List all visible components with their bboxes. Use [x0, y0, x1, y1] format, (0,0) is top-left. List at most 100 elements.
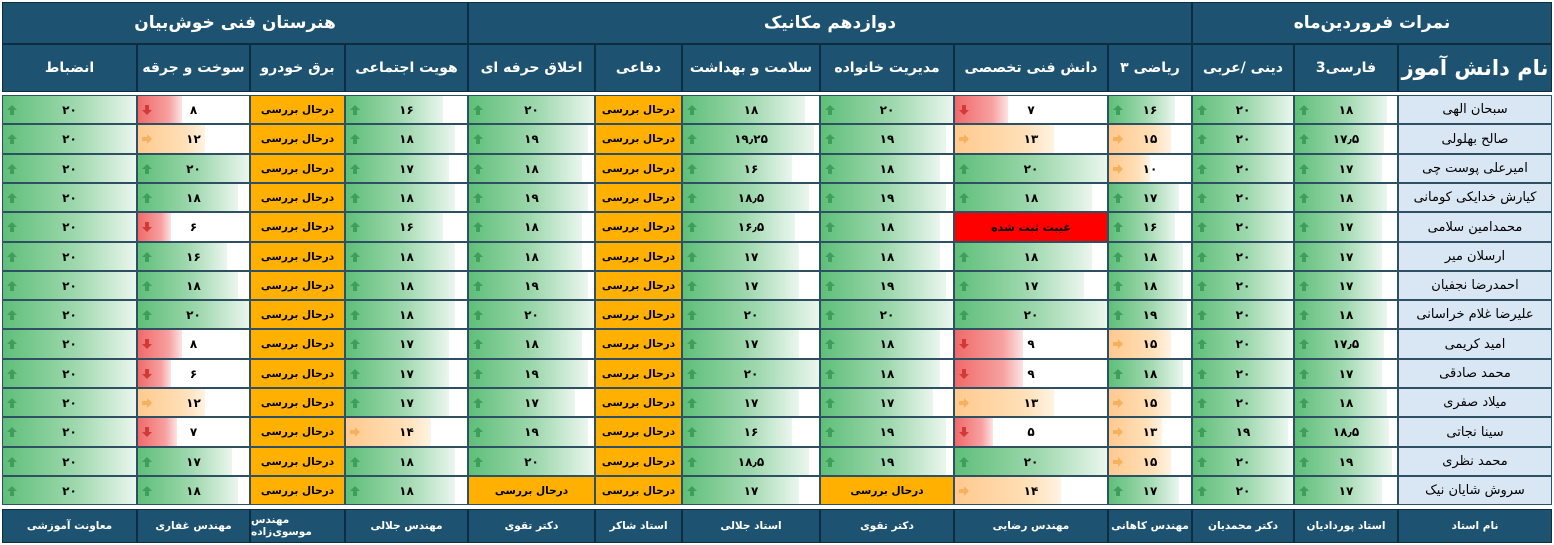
grade-cell-dini[interactable]: ۲۰ — [1192, 271, 1294, 300]
status-pending-bargh[interactable]: درحال بررسی — [250, 242, 345, 271]
status-pending-bargh[interactable]: درحال بررسی — [250, 95, 345, 124]
status-pending-bargh[interactable]: درحال بررسی — [250, 183, 345, 212]
grade-cell-akhlagh[interactable]: ۱۹ — [468, 417, 595, 447]
grade-cell-riazi[interactable]: ۱۵ — [1108, 329, 1192, 359]
grade-cell-akhlagh[interactable]: ۱۸ — [468, 212, 595, 242]
grade-cell-hoviat[interactable]: ۱۸ — [345, 183, 468, 212]
grade-cell-riazi[interactable]: ۱۵ — [1108, 124, 1192, 154]
grade-cell-sukht[interactable]: ۲۰ — [137, 300, 250, 329]
status-pending-defaee[interactable]: درحال بررسی — [595, 447, 682, 476]
status-pending-defaee[interactable]: درحال بررسی — [595, 154, 682, 183]
grade-cell-farsi[interactable]: ۱۷٫۵ — [1294, 124, 1398, 154]
grade-cell-riazi[interactable]: ۱۸ — [1108, 359, 1192, 388]
grade-cell-riazi[interactable]: ۱۶ — [1108, 212, 1192, 242]
grade-cell-riazi[interactable]: ۱۸ — [1108, 242, 1192, 271]
grade-cell-danesh[interactable]: ۱۳ — [954, 124, 1108, 154]
grade-cell-enzebat[interactable]: ۲۰ — [2, 476, 137, 505]
grade-cell-dini[interactable]: ۲۰ — [1192, 124, 1294, 154]
grade-cell-riazi[interactable]: ۱۸ — [1108, 271, 1192, 300]
grade-cell-sukht[interactable]: ۱۷ — [137, 447, 250, 476]
status-pending-defaee[interactable]: درحال بررسی — [595, 329, 682, 359]
grade-cell-danesh[interactable]: ۲۰ — [954, 300, 1108, 329]
grade-cell-farsi[interactable]: ۱۷ — [1294, 154, 1398, 183]
grade-cell-hoviat[interactable]: ۱۸ — [345, 271, 468, 300]
grade-cell-salamat[interactable]: ۲۰ — [682, 300, 820, 329]
grade-cell-hoviat[interactable]: ۱۴ — [345, 417, 468, 447]
grade-cell-enzebat[interactable]: ۲۰ — [2, 388, 137, 417]
grade-cell-hoviat[interactable]: ۱۸ — [345, 242, 468, 271]
grade-cell-danesh[interactable]: ۲۰ — [954, 447, 1108, 476]
grade-cell-farsi[interactable]: ۱۸ — [1294, 95, 1398, 124]
grade-cell-modiriat[interactable]: ۲۰ — [820, 95, 954, 124]
grade-cell-danesh[interactable]: ۹ — [954, 359, 1108, 388]
grade-cell-dini[interactable]: ۲۰ — [1192, 242, 1294, 271]
grade-cell-enzebat[interactable]: ۲۰ — [2, 212, 137, 242]
grade-cell-akhlagh[interactable]: ۱۹ — [468, 271, 595, 300]
grade-cell-salamat[interactable]: ۱۷ — [682, 242, 820, 271]
grade-cell-riazi[interactable]: ۱۹ — [1108, 300, 1192, 329]
grade-cell-modiriat[interactable]: ۱۹ — [820, 124, 954, 154]
grade-cell-farsi[interactable]: ۱۷٫۵ — [1294, 329, 1398, 359]
grade-cell-salamat[interactable]: ۱۹٫۲۵ — [682, 124, 820, 154]
grade-cell-salamat[interactable]: ۱۶ — [682, 417, 820, 447]
grade-cell-modiriat[interactable]: ۱۹ — [820, 183, 954, 212]
status-pending-bargh[interactable]: درحال بررسی — [250, 154, 345, 183]
grade-cell-farsi[interactable]: ۱۹ — [1294, 447, 1398, 476]
grade-cell-farsi[interactable]: ۱۷ — [1294, 476, 1398, 505]
grade-cell-danesh[interactable]: ۱۴ — [954, 476, 1108, 505]
grade-cell-enzebat[interactable]: ۲۰ — [2, 447, 137, 476]
grade-cell-sukht[interactable]: ۱۸ — [137, 476, 250, 505]
grade-cell-dini[interactable]: ۲۰ — [1192, 476, 1294, 505]
grade-cell-farsi[interactable]: ۱۸٫۵ — [1294, 417, 1398, 447]
grade-cell-modiriat[interactable]: ۱۹ — [820, 417, 954, 447]
grade-cell-riazi[interactable]: ۱۷ — [1108, 183, 1192, 212]
grade-cell-dini[interactable]: ۲۰ — [1192, 183, 1294, 212]
grade-cell-modiriat[interactable]: ۱۸ — [820, 359, 954, 388]
grade-cell-danesh[interactable]: ۹ — [954, 329, 1108, 359]
grade-cell-dini[interactable]: ۲۰ — [1192, 154, 1294, 183]
grade-cell-danesh[interactable]: ۱۸ — [954, 242, 1108, 271]
grade-cell-sukht[interactable]: ۱۶ — [137, 242, 250, 271]
grade-cell-enzebat[interactable]: ۲۰ — [2, 329, 137, 359]
grade-cell-riazi[interactable]: ۱۷ — [1108, 476, 1192, 505]
status-pending-bargh[interactable]: درحال بررسی — [250, 447, 345, 476]
grade-cell-hoviat[interactable]: ۱۸ — [345, 124, 468, 154]
grade-cell-enzebat[interactable]: ۲۰ — [2, 300, 137, 329]
grade-cell-riazi[interactable]: ۱۶ — [1108, 95, 1192, 124]
grade-cell-modiriat[interactable]: ۲۰ — [820, 300, 954, 329]
grade-cell-hoviat[interactable]: ۱۷ — [345, 329, 468, 359]
grade-cell-riazi[interactable]: ۱۰ — [1108, 154, 1192, 183]
grade-cell-sukht[interactable]: ۱۲ — [137, 388, 250, 417]
status-absent-danesh[interactable]: غیبت ثبت شده — [954, 212, 1108, 242]
grade-cell-enzebat[interactable]: ۲۰ — [2, 271, 137, 300]
grade-cell-akhlagh[interactable]: ۱۹ — [468, 124, 595, 154]
status-pending-defaee[interactable]: درحال بررسی — [595, 124, 682, 154]
grade-cell-salamat[interactable]: ۱۷ — [682, 329, 820, 359]
status-pending-defaee[interactable]: درحال بررسی — [595, 212, 682, 242]
grade-cell-danesh[interactable]: ۷ — [954, 95, 1108, 124]
grade-cell-modiriat[interactable]: ۱۸ — [820, 242, 954, 271]
grade-cell-dini[interactable]: ۲۰ — [1192, 359, 1294, 388]
grade-cell-modiriat[interactable]: ۱۸ — [820, 212, 954, 242]
grade-cell-enzebat[interactable]: ۲۰ — [2, 417, 137, 447]
grade-cell-enzebat[interactable]: ۲۰ — [2, 183, 137, 212]
grade-cell-hoviat[interactable]: ۱۷ — [345, 154, 468, 183]
grade-cell-enzebat[interactable]: ۲۰ — [2, 124, 137, 154]
grade-cell-salamat[interactable]: ۱۶ — [682, 154, 820, 183]
grade-cell-salamat[interactable]: ۱۷ — [682, 388, 820, 417]
grade-cell-danesh[interactable]: ۱۷ — [954, 271, 1108, 300]
grade-cell-sukht[interactable]: ۶ — [137, 212, 250, 242]
grade-cell-hoviat[interactable]: ۱۶ — [345, 95, 468, 124]
status-pending-bargh[interactable]: درحال بررسی — [250, 212, 345, 242]
grade-cell-sukht[interactable]: ۱۸ — [137, 271, 250, 300]
grade-cell-danesh[interactable]: ۵ — [954, 417, 1108, 447]
grade-cell-hoviat[interactable]: ۱۷ — [345, 388, 468, 417]
grade-cell-enzebat[interactable]: ۲۰ — [2, 154, 137, 183]
grade-cell-hoviat[interactable]: ۱۷ — [345, 359, 468, 388]
grade-cell-dini[interactable]: ۲۰ — [1192, 388, 1294, 417]
grade-cell-farsi[interactable]: ۱۸ — [1294, 388, 1398, 417]
grade-cell-enzebat[interactable]: ۲۰ — [2, 242, 137, 271]
grade-cell-akhlagh[interactable]: ۲۰ — [468, 300, 595, 329]
grade-cell-hoviat[interactable]: ۱۸ — [345, 476, 468, 505]
grade-cell-sukht[interactable]: ۱۸ — [137, 183, 250, 212]
